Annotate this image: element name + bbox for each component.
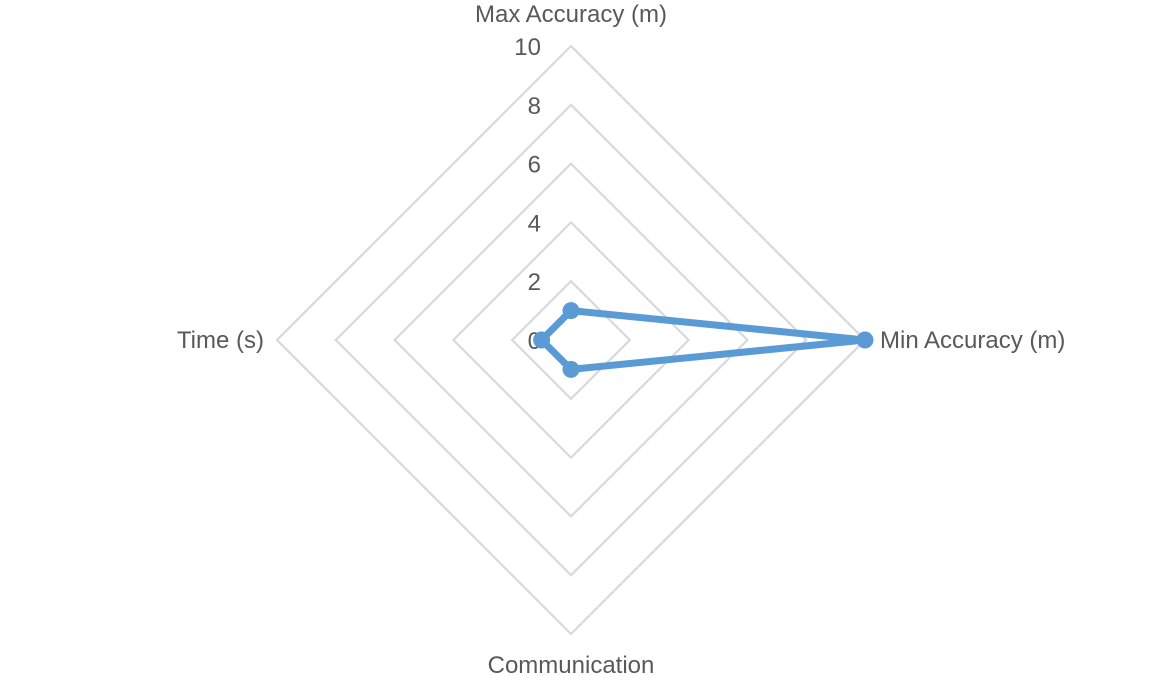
radar-grid: [275, 44, 867, 636]
axis-label: Communication: [488, 652, 655, 679]
grid-ring-8: [334, 103, 808, 577]
data-point: [562, 302, 580, 320]
grid-ring-2: [510, 279, 632, 401]
grid-ring-4: [451, 220, 691, 460]
tick-label: 2: [528, 269, 541, 296]
data-point: [856, 331, 874, 349]
tick-label: 10: [514, 34, 541, 61]
data-point: [533, 331, 551, 349]
axis-labels: Max Accuracy (m) Min Accuracy (m) Communic…: [177, 1, 1065, 679]
grid-ring-6: [393, 162, 749, 518]
tick-label: 6: [528, 152, 541, 179]
series-line: [538, 307, 869, 373]
data-point: [562, 360, 580, 378]
axis-label: Max Accuracy (m): [475, 1, 667, 28]
tick-label: 8: [528, 93, 541, 120]
radial-tick-labels: 0246810: [514, 34, 541, 355]
axis-label: Time (s): [177, 327, 264, 354]
grid-ring-10: [275, 44, 867, 636]
series-group: [533, 302, 874, 378]
axis-label: Min Accuracy (m): [880, 327, 1065, 354]
tick-label: 4: [528, 210, 541, 237]
